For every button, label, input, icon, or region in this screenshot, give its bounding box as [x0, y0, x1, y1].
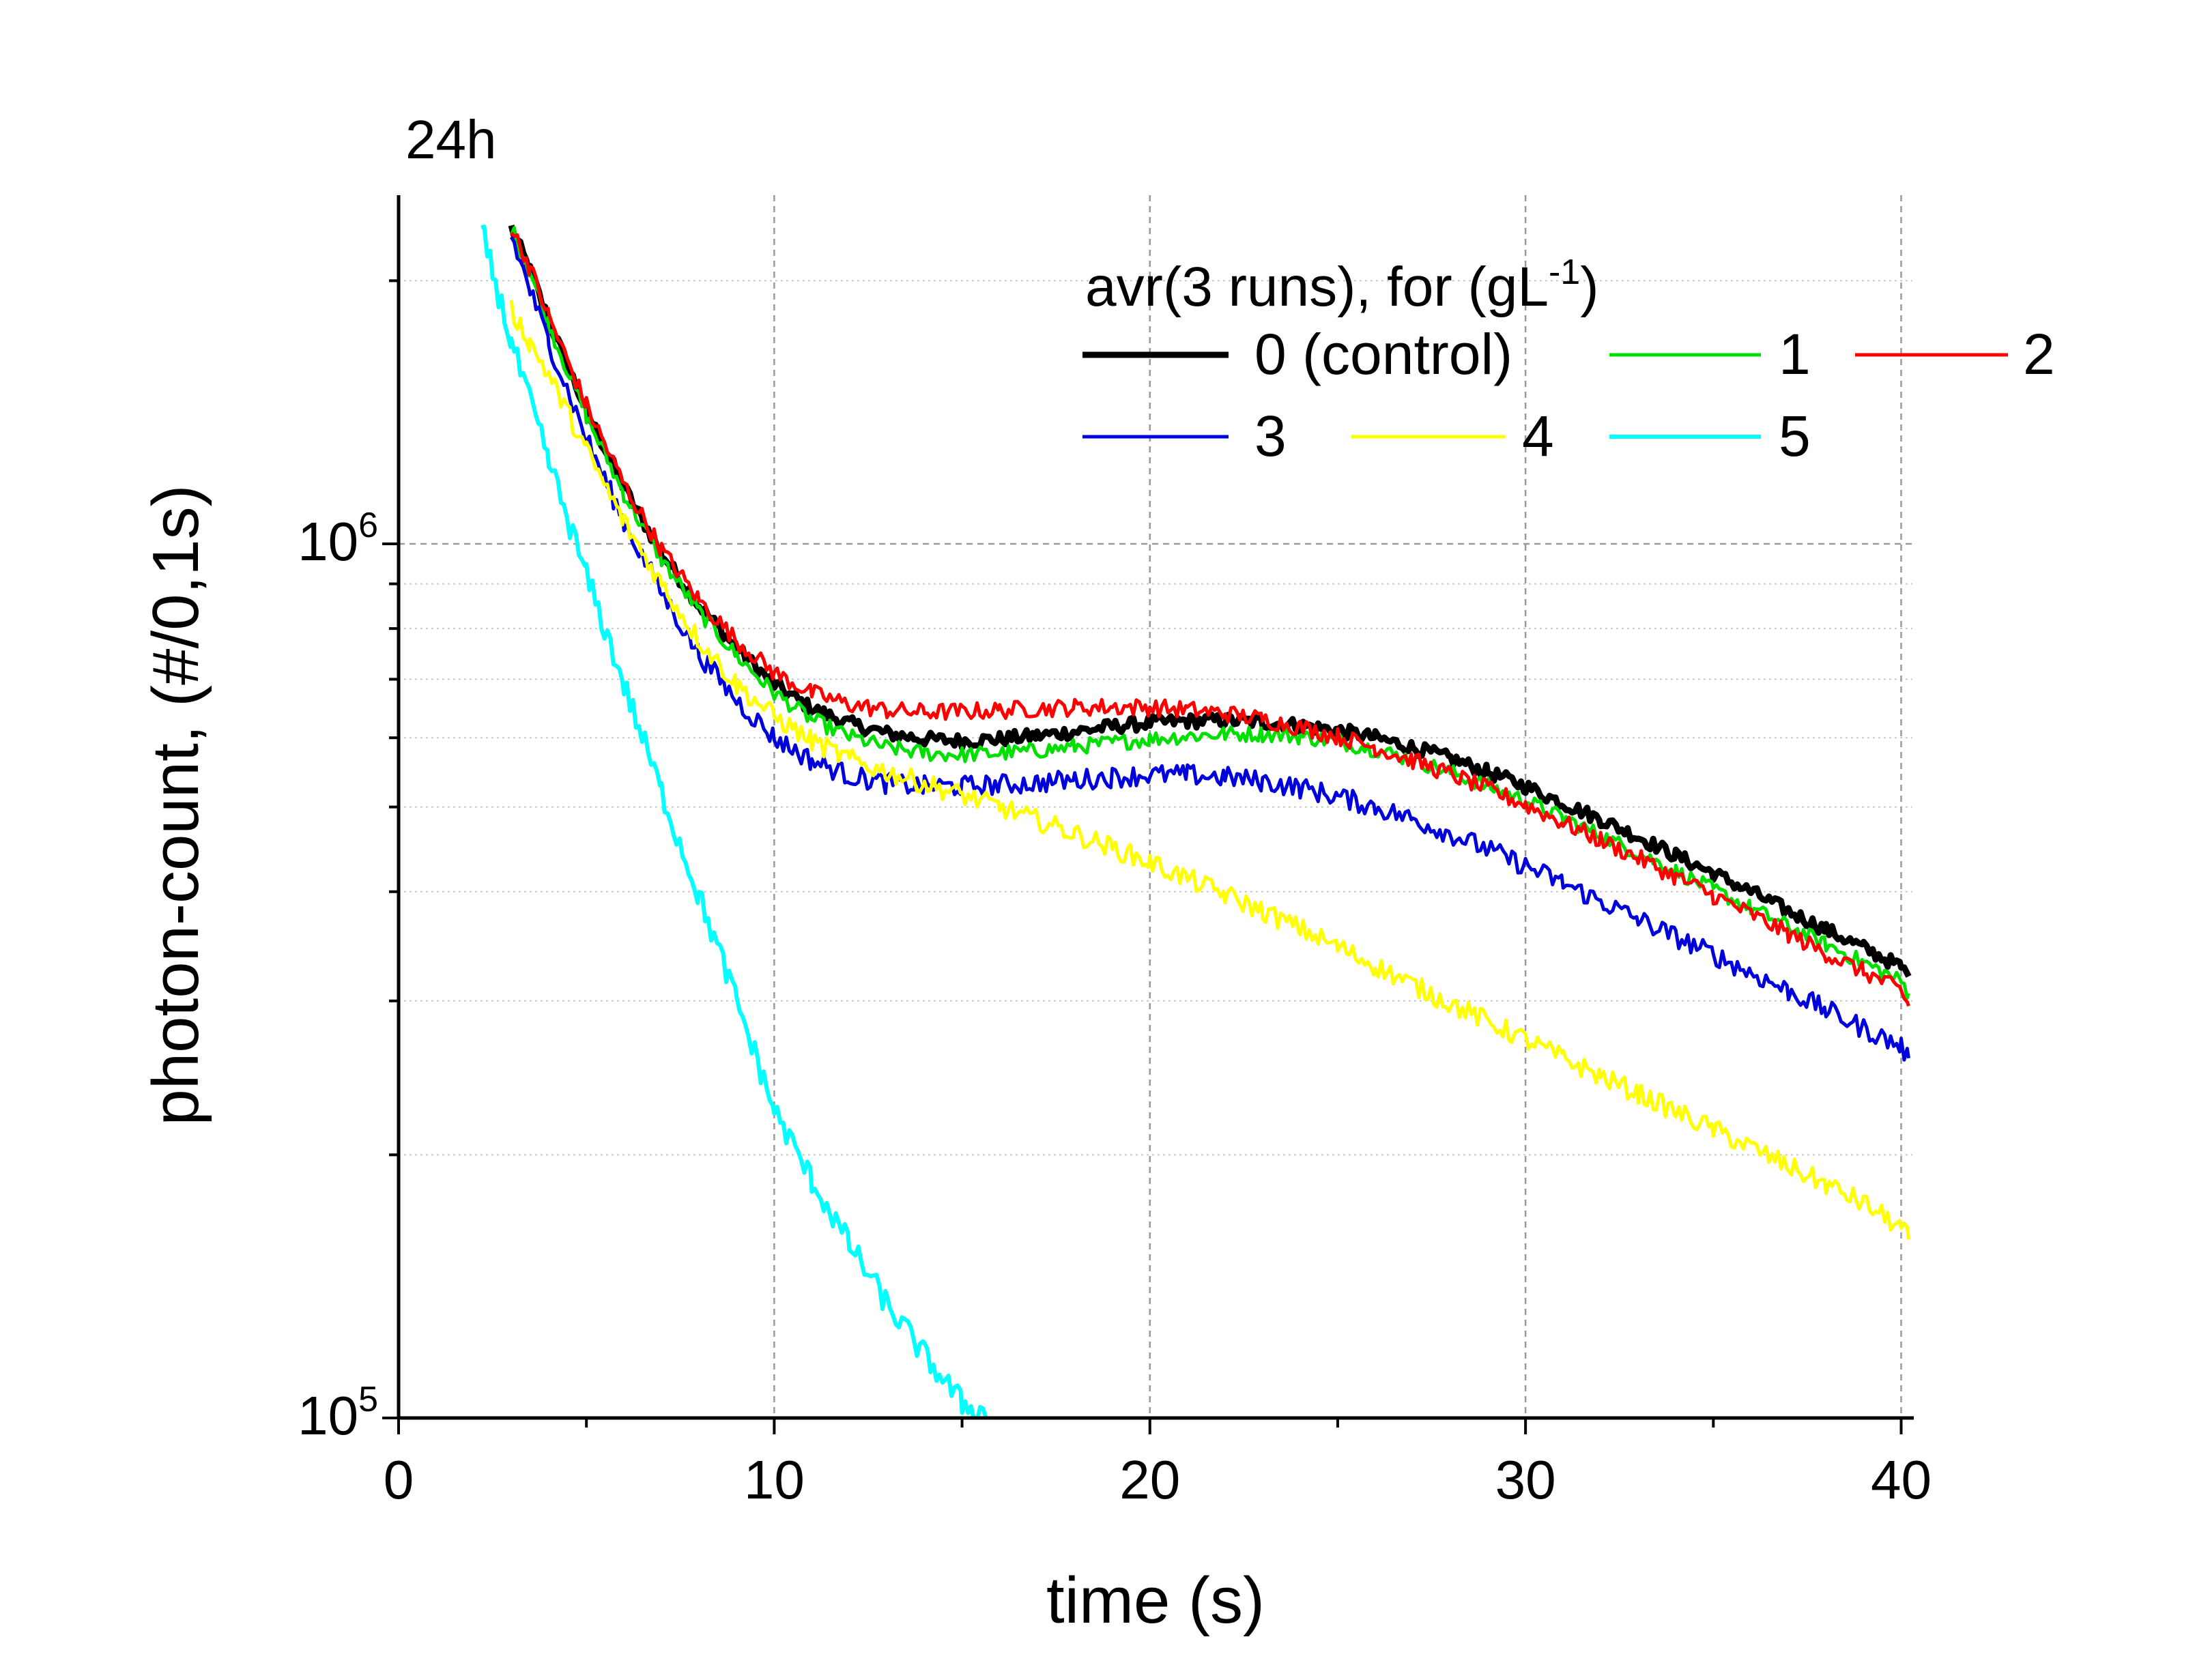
legend-title-end: ): [1580, 256, 1598, 318]
x-tick-label: 0: [384, 1449, 414, 1510]
x-axis-label: time (s): [1046, 1564, 1265, 1637]
legend-label-4: 4: [1522, 404, 1554, 468]
axes: [397, 195, 1914, 1420]
y-tick-label-base: 10: [298, 1385, 358, 1446]
legend-title-text: avr(3 runs), for (gL: [1085, 256, 1549, 318]
legend-label-0: 0 (control): [1254, 322, 1512, 386]
y-tick-label-base: 10: [298, 511, 358, 572]
series-line-5: [480, 225, 992, 1418]
series-line-1: [509, 226, 1910, 1000]
x-tick-label: 10: [744, 1449, 805, 1510]
panel-label: 24h: [405, 109, 496, 170]
legend-title: avr(3 runs), for (gL-1): [1085, 252, 1599, 318]
x-tick-label: 20: [1119, 1449, 1180, 1510]
series-line-2: [510, 231, 1910, 1007]
series-line-4: [509, 300, 1910, 1240]
x-ticks: 0 10 20 30 40: [384, 1418, 1932, 1510]
y-tick-label: 105: [298, 1380, 378, 1446]
y-axis-label: photon-count, (#/0,1s): [139, 484, 212, 1125]
legend-label-2: 2: [2023, 322, 2055, 386]
y-tick-label-exponent: 5: [358, 1380, 378, 1419]
grid: [399, 195, 1912, 1418]
legend-title-superscript: -1: [1549, 252, 1580, 292]
x-tick-label: 40: [1871, 1449, 1932, 1510]
series-line-3: [509, 236, 1910, 1062]
legend-label-5: 5: [1779, 404, 1811, 468]
x-tick-label: 30: [1495, 1449, 1556, 1510]
legend: avr(3 runs), for (gL-1) 0 (control) 1 2 3 4 5: [1082, 252, 2055, 468]
y-tick-label-exponent: 6: [358, 506, 378, 545]
legend-label-3: 3: [1254, 404, 1287, 468]
legend-label-1: 1: [1779, 322, 1811, 386]
series-layer: [480, 225, 1912, 1418]
y-tick-label: 106: [298, 506, 378, 572]
series-line-0: [508, 225, 1912, 978]
legend-items: 0 (control) 1 2 3 4 5: [1082, 322, 2055, 468]
